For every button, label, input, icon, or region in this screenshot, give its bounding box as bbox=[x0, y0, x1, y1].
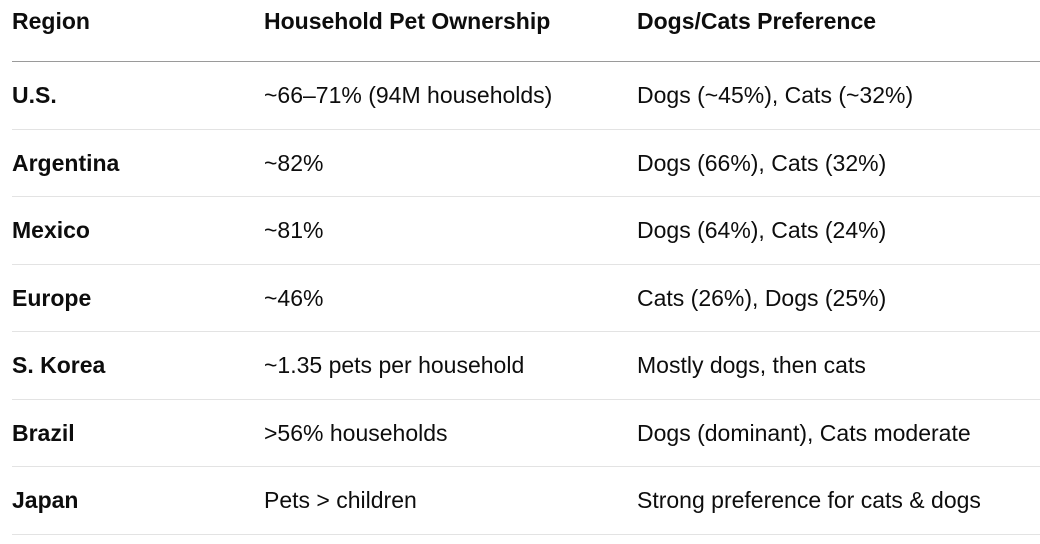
ownership-cell: Pets > children bbox=[264, 487, 417, 514]
region-cell: Japan bbox=[12, 487, 79, 514]
ownership-cell: ~66–71% (94M households) bbox=[264, 82, 553, 109]
region-cell: S. Korea bbox=[12, 352, 106, 379]
table-row: S. Korea ~1.35 pets per household Mostly… bbox=[12, 332, 1040, 400]
preference-cell: Cats (26%), Dogs (25%) bbox=[637, 284, 887, 311]
table-row: Europe ~46% Cats (26%), Dogs (25%) bbox=[12, 265, 1040, 332]
preference-cell: Dogs (~45%), Cats (~32%) bbox=[637, 82, 914, 109]
ownership-cell: ~82% bbox=[264, 149, 324, 176]
table-header-row: Region Household Pet Ownership Dogs/Cats… bbox=[12, 0, 1040, 62]
header-household-pet-ownership: Household Pet Ownership bbox=[264, 8, 551, 34]
table-row: Japan Pets > children Strong preference … bbox=[12, 467, 1040, 535]
region-cell: U.S. bbox=[12, 82, 57, 109]
ownership-cell: >56% households bbox=[264, 419, 448, 446]
ownership-cell: ~81% bbox=[264, 217, 324, 244]
preference-cell: Strong preference for cats & dogs bbox=[637, 487, 981, 514]
preference-cell: Dogs (66%), Cats (32%) bbox=[637, 149, 887, 176]
header-dogs-cats-preference: Dogs/Cats Preference bbox=[637, 8, 877, 34]
preference-cell: Dogs (64%), Cats (24%) bbox=[637, 217, 887, 244]
region-cell: Mexico bbox=[12, 217, 90, 244]
preference-cell: Mostly dogs, then cats bbox=[637, 352, 866, 379]
table-row: Mexico ~81% Dogs (64%), Cats (24%) bbox=[12, 197, 1040, 265]
header-region: Region bbox=[12, 8, 90, 34]
region-cell: Brazil bbox=[12, 419, 75, 446]
region-cell: Argentina bbox=[12, 149, 120, 176]
ownership-cell: ~46% bbox=[264, 284, 324, 311]
ownership-cell: ~1.35 pets per household bbox=[264, 352, 525, 379]
table-row: Argentina ~82% Dogs (66%), Cats (32%) bbox=[12, 130, 1040, 197]
table-row: Brazil >56% households Dogs (dominant), … bbox=[12, 400, 1040, 467]
table-row: U.S. ~66–71% (94M households) Dogs (~45%… bbox=[12, 62, 1040, 130]
preference-cell: Dogs (dominant), Cats moderate bbox=[637, 419, 971, 446]
pet-ownership-table: Region Household Pet Ownership Dogs/Cats… bbox=[12, 0, 1040, 535]
region-cell: Europe bbox=[12, 284, 92, 311]
